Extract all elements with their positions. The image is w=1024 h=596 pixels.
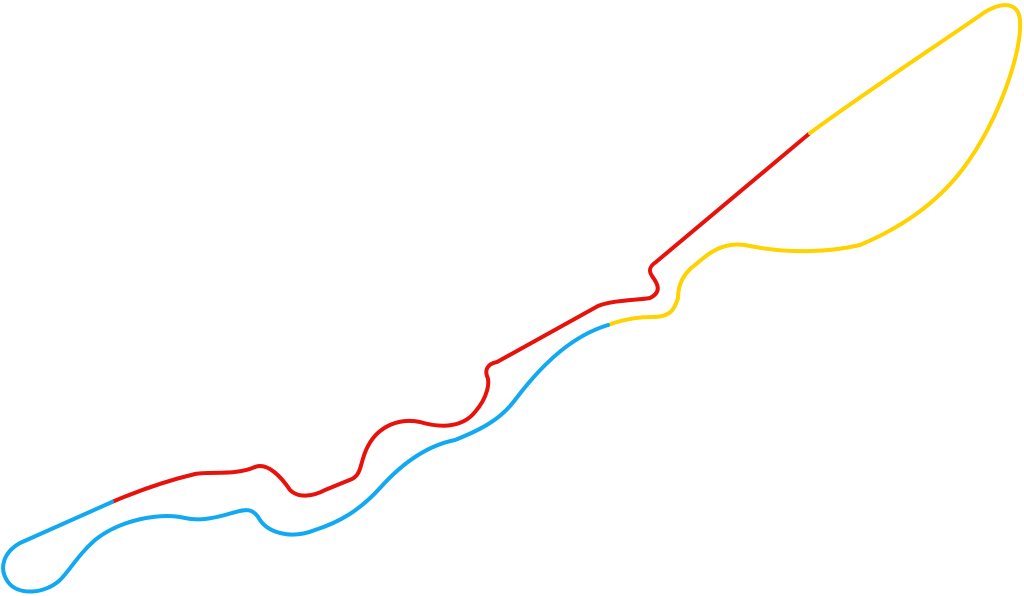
track-sector-1 — [110, 131, 812, 504]
track-sector-3 — [1, 323, 610, 594]
track-sector-2 — [606, 3, 1023, 327]
